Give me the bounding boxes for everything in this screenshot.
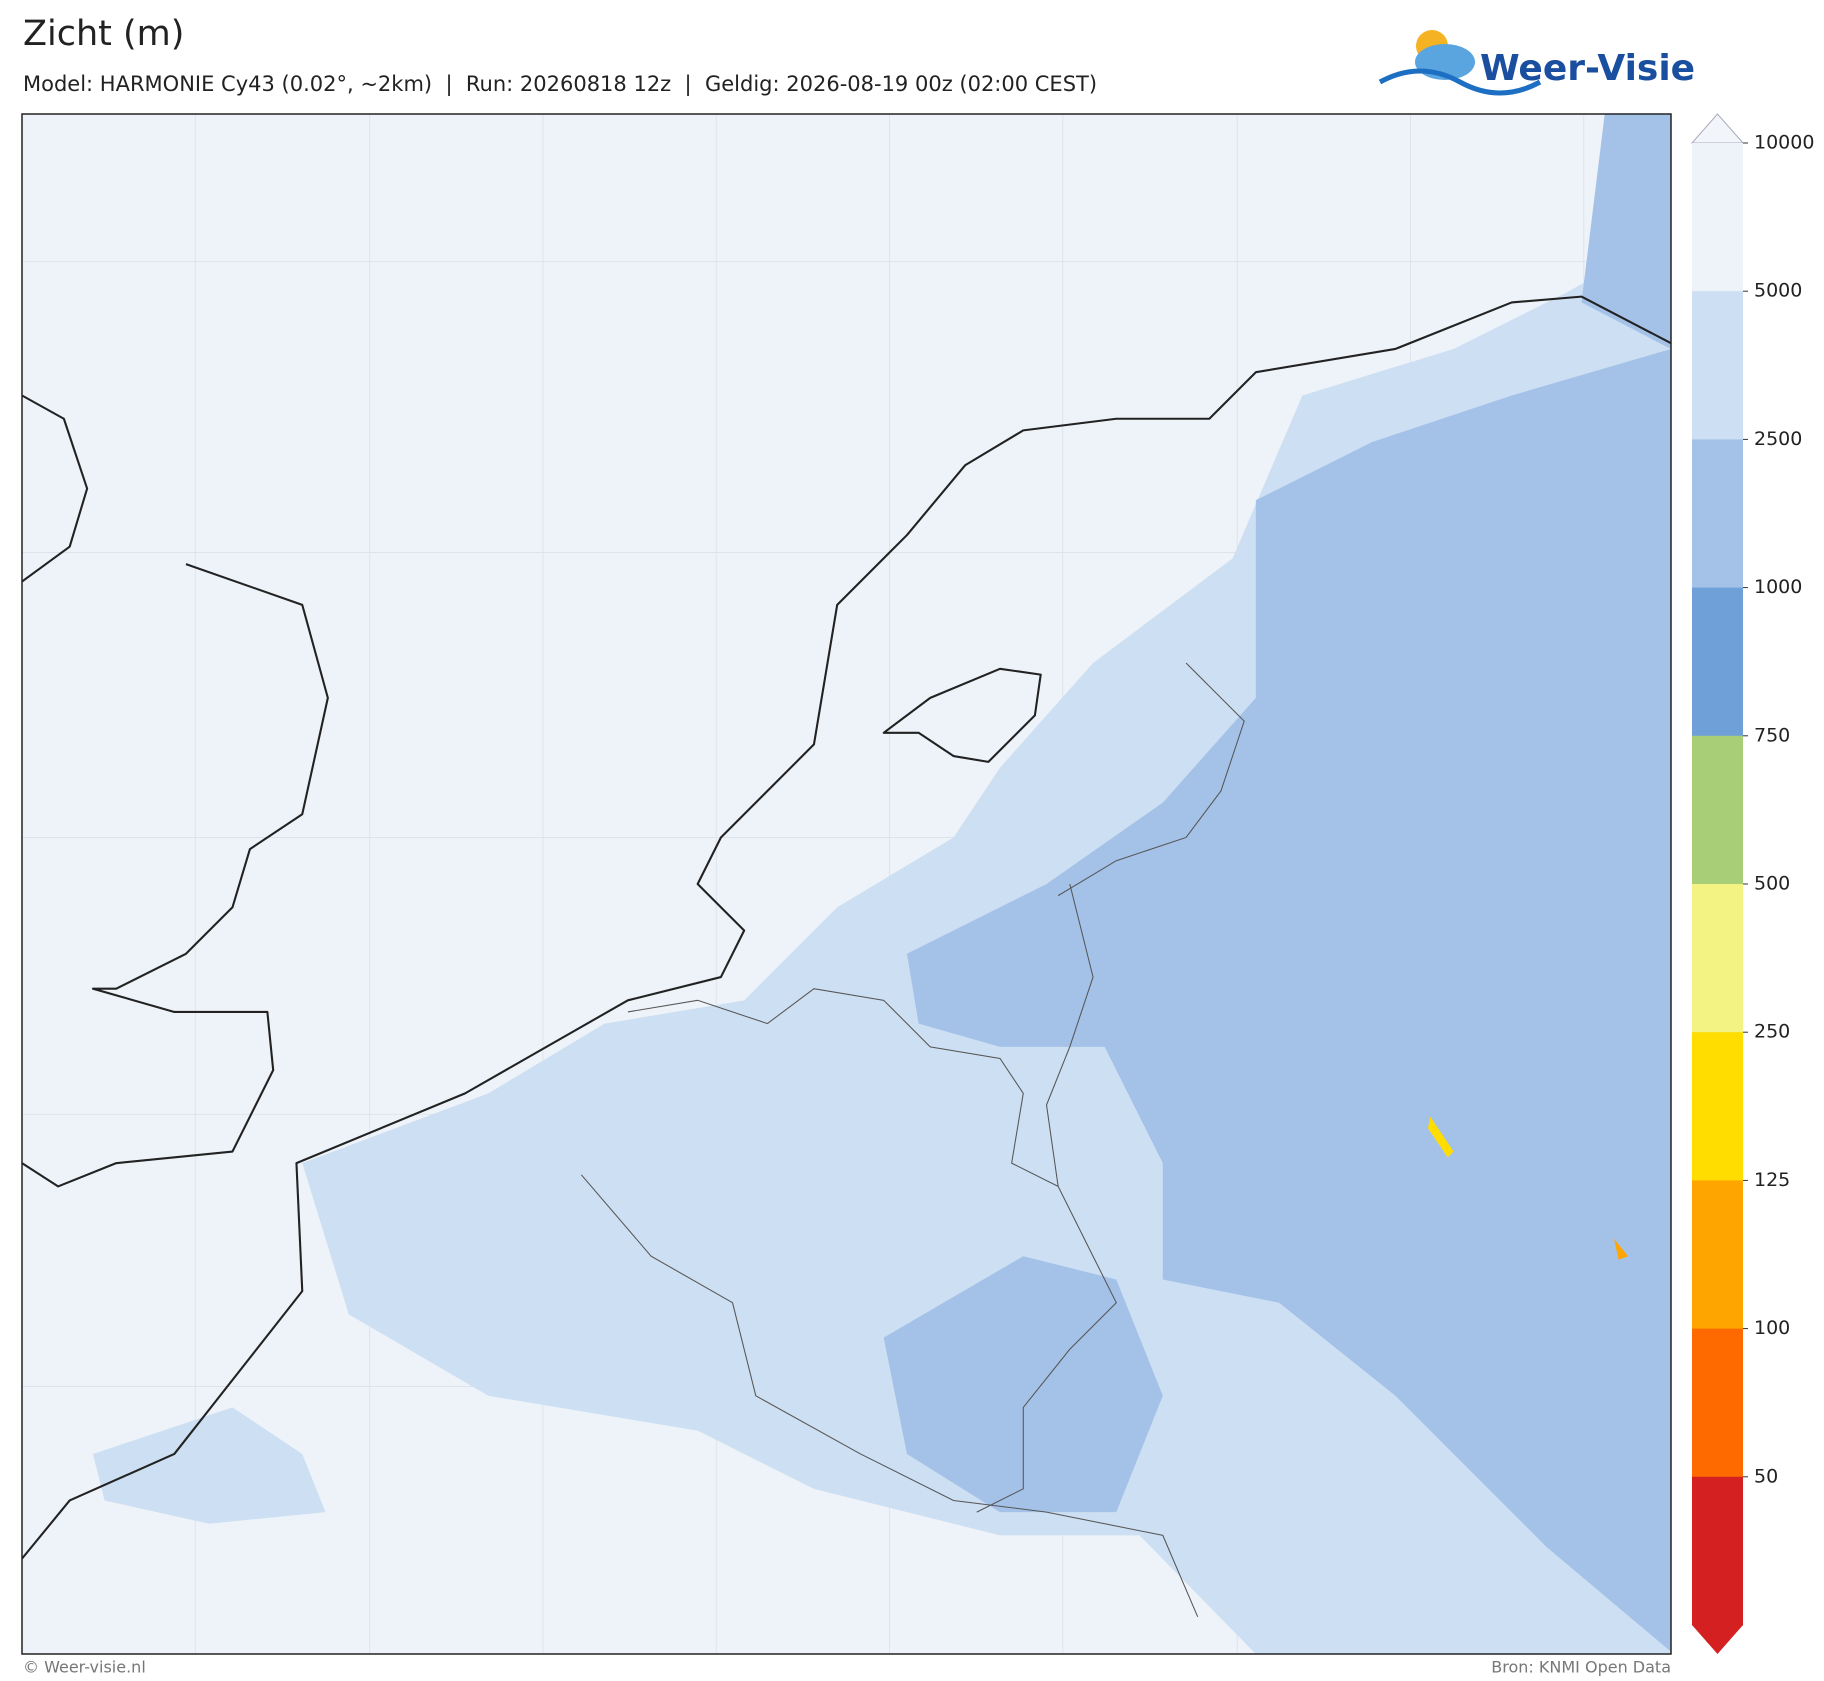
- colorbar-band: [1692, 1328, 1743, 1478]
- colorbar-band: [1692, 1476, 1743, 1626]
- footer-right: Bron: KNMI Open Data: [1491, 1658, 1671, 1677]
- map-border: [21, 113, 1672, 1655]
- footer-left: © Weer-visie.nl: [23, 1658, 146, 1677]
- logo-text: Weer-Visie: [1480, 48, 1695, 89]
- title: Zicht (m): [23, 14, 184, 54]
- colorbar-tick-label: 100: [1754, 1317, 1790, 1339]
- colorbar-tick-label: 5000: [1754, 280, 1802, 302]
- colorbar-tick-label: 500: [1754, 873, 1790, 895]
- colorbar-band: [1692, 587, 1743, 737]
- logo-wave: [1378, 68, 1542, 96]
- colorbar-band: [1692, 1032, 1743, 1181]
- visibility-2500-5000: [92, 1407, 326, 1524]
- colorbar-tick-label: 250: [1754, 1021, 1790, 1043]
- colorbar-tick-label: 750: [1754, 724, 1790, 746]
- colorbar-band: [1692, 291, 1743, 440]
- colorbar-tick-label: 10000: [1754, 132, 1814, 154]
- colorbar-band: [1692, 1180, 1743, 1330]
- colorbar-arrow-bottom: [1692, 1625, 1743, 1654]
- visibility-1000-2500: [883, 1256, 1163, 1513]
- colorbar-arrow-top: [1690, 113, 1745, 144]
- colorbar-tick-label: 2500: [1754, 428, 1802, 450]
- colorbar-tick-label: 125: [1754, 1169, 1790, 1191]
- colorbar-tick-label: 1000: [1754, 576, 1802, 598]
- map: [21, 113, 1672, 1655]
- visibility-1000-2500: [1581, 114, 1671, 349]
- subtitle: Model: HARMONIE Cy43 (0.02°, ~2km) | Run…: [23, 72, 1097, 97]
- colorbar-tick-label: 50: [1754, 1465, 1778, 1487]
- visibility-1000-2500: [906, 348, 1671, 1652]
- colorbar-band: [1692, 735, 1743, 885]
- colorbar-band: [1692, 439, 1743, 589]
- visibility-low: [1427, 1116, 1454, 1158]
- logo: Weer-Visie: [1378, 30, 1695, 96]
- map-frame: [22, 114, 1671, 1654]
- colorbar-band: [1692, 143, 1743, 292]
- colorbar-band: [1692, 884, 1743, 1033]
- visibility-low: [1614, 1238, 1628, 1260]
- colorbar: 10000 5000 2500 1000 750 500 250 125 100 50: [1690, 113, 1814, 1654]
